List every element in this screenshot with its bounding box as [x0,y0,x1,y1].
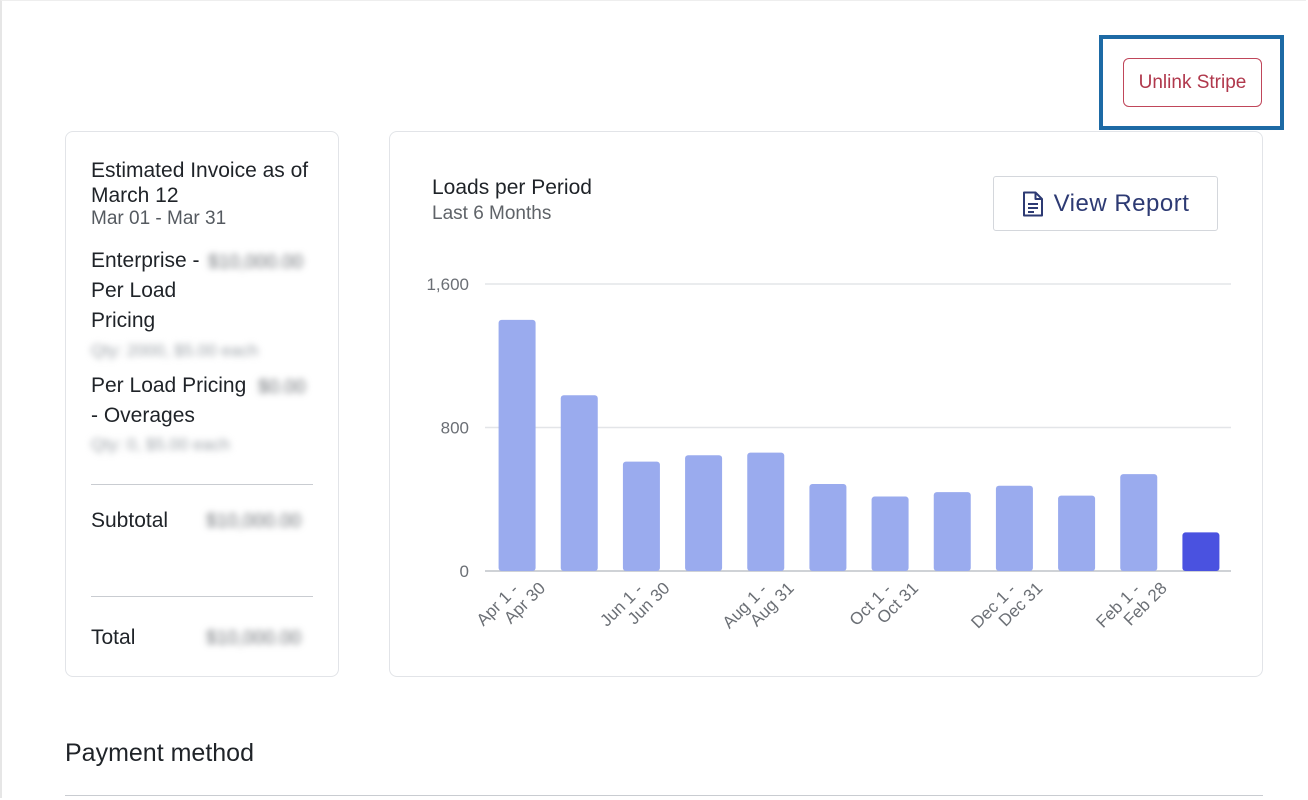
line-item-amount: $0.00 [258,377,306,398]
chart-title: Loads per Period [432,176,592,199]
divider [91,596,313,597]
invoice-card: Estimated Invoice as of March 12 Mar 01 … [65,131,339,677]
bar [747,452,785,571]
bar [1120,474,1158,571]
bar [933,492,971,571]
view-report-label: View Report [1053,189,1190,217]
bar [498,319,536,571]
subtotal-value: $10,000.00 [206,511,302,532]
x-tick-label: Oct 1 -Oct 31 [846,566,922,642]
bar [1182,532,1220,571]
document-icon [1022,191,1043,216]
invoice-date-range: Mar 01 - Mar 31 [91,208,227,229]
x-tick-label: Feb 1 -Feb 28 [1092,566,1170,644]
invoice-title: Estimated Invoice as of March 12 [91,159,309,207]
unlink-stripe-button[interactable]: Unlink Stripe [1123,58,1262,107]
line-item-name: Enterprise - Per Load Pricing [91,249,200,332]
bar [685,455,723,571]
y-tick-label: 0 [460,562,469,581]
bar-chart: 0 800 1,600 Apr 1 -Apr 30 Jun 1 -Jun 30 Aug 1… [426,275,1231,645]
bar [995,485,1033,571]
bar [560,395,598,571]
highlight-box [1099,35,1284,130]
view-report-button[interactable]: View Report [993,176,1218,231]
line-item-amount: $10,000.00 [208,252,304,273]
x-tick-label: Dec 1 -Dec 31 [967,566,1046,645]
line-item-detail: Qty: 2000, $5.00 each [91,341,259,360]
chart-card: Loads per Period Last 6 Months View Repo… [389,131,1263,677]
payment-method-heading: Payment method [65,739,254,767]
subtotal-label: Subtotal [91,509,169,532]
y-tick-label: 1,600 [426,275,469,294]
chart-subtitle: Last 6 Months [432,203,552,224]
total-value: $10,000.00 [206,628,302,649]
line-item-name: Per Load Pricing - Overages [91,374,247,427]
divider [65,795,1263,796]
bar [809,484,847,571]
total-label: Total [91,626,136,649]
divider [91,484,313,485]
bar [871,496,909,571]
line-item-detail: Qty: 0, $5.00 each [91,435,230,454]
y-tick-label: 800 [441,419,469,438]
x-tick-label: Aug 1 -Aug 31 [719,566,798,645]
x-tick-label: Jun 1 -Jun 30 [596,566,673,643]
bar [1058,495,1096,571]
x-tick-label: Apr 1 -Apr 30 [473,566,549,642]
bar [622,461,660,571]
